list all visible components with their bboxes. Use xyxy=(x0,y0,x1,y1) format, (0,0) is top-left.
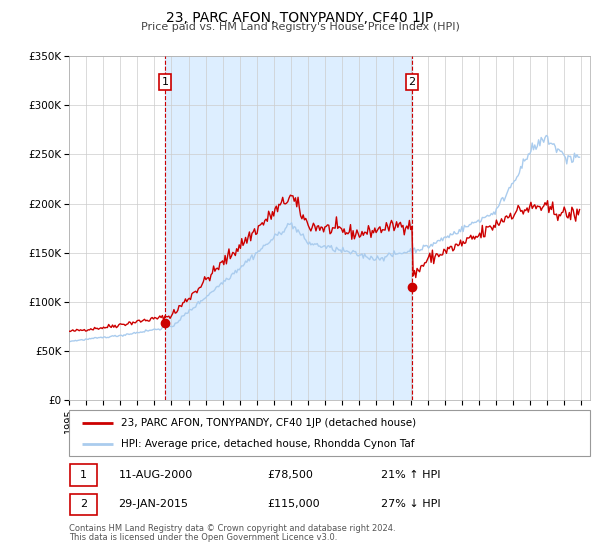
Text: This data is licensed under the Open Government Licence v3.0.: This data is licensed under the Open Gov… xyxy=(69,533,337,542)
Text: 1: 1 xyxy=(80,470,87,480)
Text: 29-JAN-2015: 29-JAN-2015 xyxy=(118,500,188,510)
Text: £115,000: £115,000 xyxy=(267,500,320,510)
Text: Contains HM Land Registry data © Crown copyright and database right 2024.: Contains HM Land Registry data © Crown c… xyxy=(69,524,395,533)
FancyBboxPatch shape xyxy=(70,464,97,486)
Text: HPI: Average price, detached house, Rhondda Cynon Taf: HPI: Average price, detached house, Rhon… xyxy=(121,439,415,449)
FancyBboxPatch shape xyxy=(69,410,590,456)
FancyBboxPatch shape xyxy=(70,494,97,515)
Text: £78,500: £78,500 xyxy=(267,470,313,480)
Text: 2: 2 xyxy=(409,77,415,87)
Text: 27% ↓ HPI: 27% ↓ HPI xyxy=(382,500,441,510)
Text: 21% ↑ HPI: 21% ↑ HPI xyxy=(382,470,441,480)
Text: 23, PARC AFON, TONYPANDY, CF40 1JP (detached house): 23, PARC AFON, TONYPANDY, CF40 1JP (deta… xyxy=(121,418,416,428)
Text: 2: 2 xyxy=(80,500,87,510)
Text: 11-AUG-2000: 11-AUG-2000 xyxy=(118,470,193,480)
Text: 1: 1 xyxy=(161,77,169,87)
Text: Price paid vs. HM Land Registry's House Price Index (HPI): Price paid vs. HM Land Registry's House … xyxy=(140,22,460,32)
Text: 23, PARC AFON, TONYPANDY, CF40 1JP: 23, PARC AFON, TONYPANDY, CF40 1JP xyxy=(166,11,434,25)
Bar xyxy=(165,56,412,400)
